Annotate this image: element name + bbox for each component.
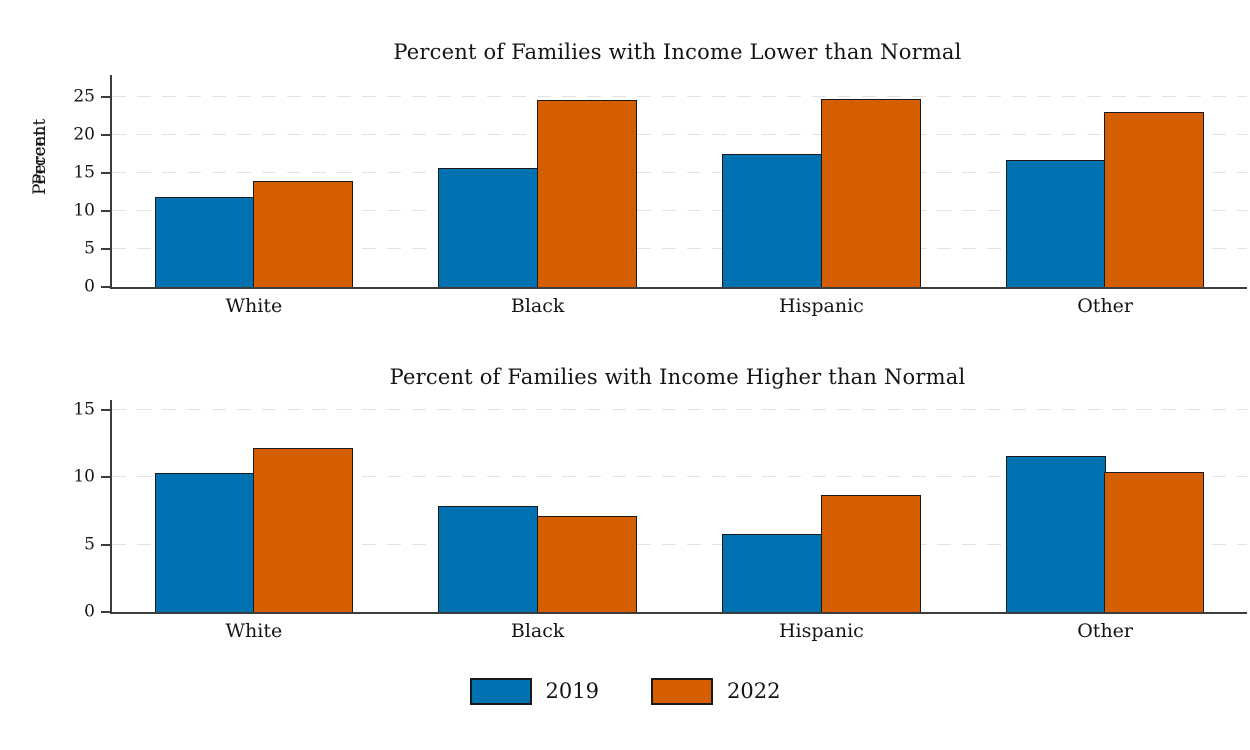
y-tick-mark [101, 286, 110, 288]
bar-group-other [963, 400, 1247, 612]
gridline [112, 172, 1247, 174]
gridline [112, 96, 1247, 98]
category-label-white: White [225, 295, 283, 317]
bar-2022-black [536, 516, 637, 612]
bar-2022-other [1104, 472, 1205, 612]
bar-2022-white [253, 447, 354, 612]
y-tick-mark [101, 248, 110, 251]
y-tick-label: 15 [73, 399, 95, 420]
bar-2019-white [154, 473, 255, 612]
legend-swatch-2019 [469, 678, 532, 705]
bar-2019-black [438, 168, 539, 287]
category-labels: White Black Hispanic Other [112, 620, 1247, 643]
y-tick-label: 20 [73, 124, 95, 145]
bar-2019-other [1005, 455, 1106, 612]
bar-2022-black [536, 100, 637, 287]
bar-groups [112, 75, 1247, 287]
plot-area: 0 5 10 15 White Black Hispanic Other [73, 400, 1247, 642]
category-label-other: Other [1077, 295, 1134, 317]
legend-entry-2019: 2019 [469, 678, 599, 705]
y-tick-label: 25 [73, 86, 95, 107]
bar-2022-other [1104, 112, 1205, 287]
y-tick-mark [101, 210, 110, 213]
bar-2019-black [438, 505, 539, 612]
y-tick-label: 0 [84, 601, 95, 622]
gridline [112, 476, 1247, 478]
category-label-hispanic: Hispanic [778, 295, 864, 317]
y-axis-label: Percent [30, 118, 50, 185]
category-labels: White Black Hispanic Other [112, 295, 1247, 318]
legend-label-2019: 2019 [545, 679, 599, 703]
bar-group-hispanic [680, 400, 964, 612]
chart-title: Percent of Families with Income Lower th… [393, 40, 962, 64]
bar-group-other [963, 75, 1247, 287]
y-tick-label: 10 [73, 200, 95, 221]
y-tick-label: 5 [84, 534, 95, 555]
gridline [112, 409, 1247, 411]
bar-group-black [396, 400, 680, 612]
y-tick-mark [101, 476, 110, 479]
chart-income-higher: Percent of Families with Income Higher t… [0, 119, 1250, 650]
category-label-other: Other [1077, 620, 1134, 642]
category-label-black: Black [510, 295, 565, 317]
y-tick-mark [101, 96, 110, 99]
bar-group-hispanic [680, 75, 964, 287]
bar-2019-hispanic [722, 533, 823, 612]
legend-swatch-2022 [651, 678, 713, 705]
chart-income-lower: Percent of Families with Income Lower th… [0, 0, 1250, 332]
bar-2022-white [253, 181, 354, 287]
bar-groups [112, 400, 1247, 612]
bar-2019-other [1005, 160, 1106, 287]
legend-label-2022: 2022 [727, 679, 781, 703]
bar-group-black [396, 75, 680, 287]
category-label-black: Black [510, 620, 565, 642]
y-tick-mark [101, 409, 110, 412]
y-tick-label: 10 [73, 466, 95, 487]
gridline [112, 134, 1247, 136]
bar-2019-white [154, 197, 255, 287]
y-tick-mark [101, 172, 110, 175]
plot-area: 0 5 10 15 20 25 White Black Hispanic Other [73, 75, 1247, 317]
category-label-white: White [225, 620, 283, 642]
y-tick-mark [101, 611, 110, 613]
gridline [112, 210, 1247, 212]
y-tick-label: 5 [84, 238, 95, 259]
bar-2019-hispanic [722, 154, 823, 287]
y-tick-label: 15 [73, 162, 95, 183]
y-tick-label: 0 [84, 276, 95, 297]
legend: 2019 2022 [0, 678, 1250, 705]
gridline [112, 543, 1247, 545]
y-tick-mark [101, 543, 110, 546]
bar-group-white [112, 75, 396, 287]
chart-title: Percent of Families with Income Higher t… [389, 365, 966, 389]
bar-2022-hispanic [820, 494, 921, 612]
category-label-hispanic: Hispanic [778, 620, 864, 642]
legend-entry-2022: 2022 [651, 678, 780, 705]
bar-2022-hispanic [820, 98, 921, 287]
bar-group-white [112, 400, 396, 612]
y-tick-mark [101, 134, 110, 137]
gridline [112, 248, 1247, 250]
